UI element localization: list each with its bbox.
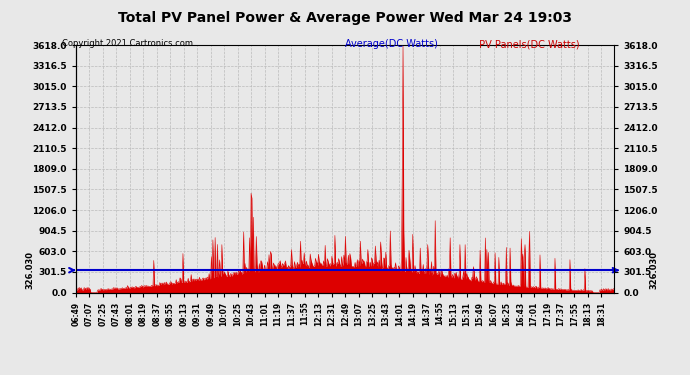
Text: 326.030: 326.030	[26, 251, 34, 289]
Text: Total PV Panel Power & Average Power Wed Mar 24 19:03: Total PV Panel Power & Average Power Wed…	[118, 11, 572, 25]
Text: Copyright 2021 Cartronics.com: Copyright 2021 Cartronics.com	[62, 39, 193, 48]
Text: PV Panels(DC Watts): PV Panels(DC Watts)	[476, 39, 580, 50]
Text: Average(DC Watts): Average(DC Watts)	[345, 39, 438, 50]
Text: 326.030: 326.030	[650, 251, 659, 289]
